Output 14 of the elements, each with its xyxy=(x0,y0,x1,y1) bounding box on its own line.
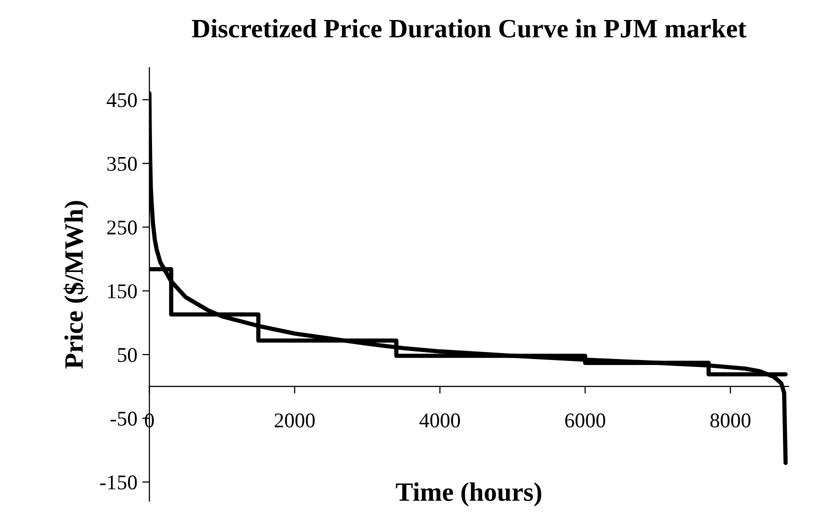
x-tick-label: 6000 xyxy=(565,413,606,428)
y-axis-title: Price ($/MWh) xyxy=(64,201,88,369)
y-tick-label: -50 xyxy=(110,412,137,426)
y-tick-label: 50 xyxy=(118,348,137,362)
chart-title: Discretized Price Duration Curve in PJM market xyxy=(192,18,746,38)
y-tick-label: 450 xyxy=(106,93,137,108)
x-axis-title: Time (hours) xyxy=(396,482,542,506)
x-tick-label: 4000 xyxy=(419,413,460,428)
y-tick-label: 250 xyxy=(107,220,137,235)
x-tick-label: 8000 xyxy=(710,413,750,428)
x-tick-label: 2000 xyxy=(274,413,315,428)
y-tick-label: 350 xyxy=(107,156,137,171)
y-tick-label: -150 xyxy=(100,475,137,490)
y-tick-label: 150 xyxy=(108,284,137,298)
